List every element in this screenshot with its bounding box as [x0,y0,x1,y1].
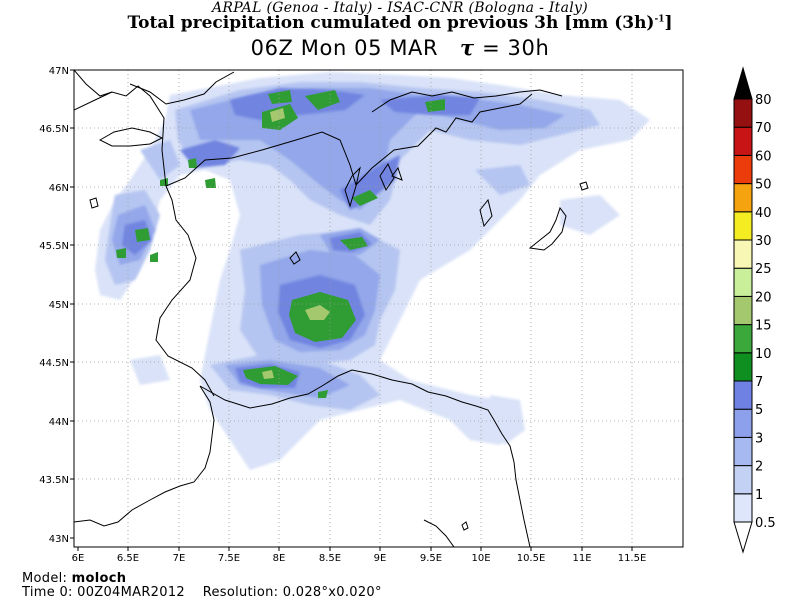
map-title: Total precipitation cumulated on previou… [0,13,800,33]
lon-label-11e: 11E [572,553,591,564]
colorbar-box-14 [733,98,753,128]
lat-label-45-5n: 45.5N [39,241,69,252]
border-switzerland [74,85,533,187]
credit-line: ARPAL (Genoa - Italy) - ISAC-CNR (Bologn… [212,0,588,16]
lake-como [379,162,403,192]
river-po [289,251,301,265]
colorbar-label-4: 5 [755,403,763,418]
model-name: moloch [71,571,127,586]
title-end: ] [664,13,673,33]
colorbar-label-0: 0.5 [755,516,776,531]
lon-label-8-5e: 8.5E [319,553,341,564]
lon-labels: 6E 6.5E 7E 7.5E 8E 8.5E 9E 9.5E 10E 10.5… [72,553,647,564]
precipitation-field [95,72,650,470]
island-capraia [461,521,469,531]
lon-label-10-5e: 10.5E [517,553,546,564]
lat-label-44n: 44N [49,417,69,428]
lon-label-8e: 8E [273,553,286,564]
corsica-tip [423,519,455,547]
colorbar-label-10: 30 [755,234,772,249]
colorbar-label-15: 80 [755,93,772,108]
colorbar-bottom-arrow [733,521,753,554]
resolution-value: 0.028°x0.020° [282,585,382,600]
colorbar-label-14: 70 [755,121,772,136]
lat-label-43n: 43N [49,534,69,545]
valid-time: 06Z Mon 05 MAR [250,36,439,60]
footer-model: Model: moloch [22,571,126,586]
colorbar-label-8: 20 [755,290,772,305]
lon-label-6-5e: 6.5E [117,553,139,564]
colorbar-top-arrow [733,66,753,100]
colorbar-box-11 [733,183,753,213]
lat-label-43-5n: 43.5N [39,475,69,486]
resolution-label: Resolution: [202,585,279,600]
lon-label-10e: 10E [471,553,490,564]
lat-label-47n: 47N [49,66,69,77]
lat-label-46n: 46N [49,183,69,194]
colorbar-box-8 [733,267,753,297]
lon-label-7-5e: 7.5E [218,553,240,564]
footer-time: Time 0: 00Z04MAR2012 Resolution: 0.028°x… [22,585,382,600]
tick-marks [70,69,633,551]
colorbar-box-2 [733,436,753,467]
coastline-france [74,385,215,527]
colorbar-box-13 [733,126,753,156]
boundaries [74,70,589,547]
valid-time-line: 06Z Mon 05 MAR τ = 30h [0,35,800,60]
lon-label-6e: 6E [72,553,85,564]
colorbar-box-3 [733,408,753,438]
lat-label-46-5n: 46.5N [39,124,69,135]
border-north [74,70,235,105]
colorbar-label-1: 1 [755,488,763,503]
lat-label-44-5n: 44.5N [39,358,69,369]
colorbar: 0.5 1 2 3 5 7 10 15 20 25 30 40 50 60 70 80 [733,66,776,554]
lon-label-9-5e: 9.5E [420,553,442,564]
time0-value: 00Z04MAR2012 [77,585,185,600]
misc-1 [89,197,99,209]
colorbar-box-4 [733,380,753,410]
colorbar-box-12 [733,154,753,185]
border-austria [371,89,563,113]
lon-label-7e: 7E [173,553,186,564]
colorbar-label-9: 25 [755,262,772,277]
colorbar-box-5 [733,352,753,382]
colorbar-label-2: 2 [755,460,763,475]
colorbar-label-6: 10 [755,347,772,362]
colorbar-label-3: 3 [755,431,763,446]
colorbar-box-0 [733,493,753,523]
plot-frame [73,69,684,548]
colorbar-label-7: 15 [755,319,772,334]
lake-geneva [98,127,164,147]
time0-label: Time 0: [22,585,73,600]
colorbar-box-10 [733,211,753,241]
lake-garda [479,198,493,228]
lon-label-9e: 9E [374,553,387,564]
colorbar-label-11: 40 [755,206,772,221]
tau-symbol: τ [460,35,475,60]
coastline-ligurian [199,369,531,547]
precip-contour-7mm [262,108,330,379]
colorbar-box-7 [733,295,753,326]
colorbar-box-9 [733,239,753,269]
colorbar-label-5: 7 [755,375,763,390]
lat-label-45n: 45N [49,300,69,311]
border-slovenia [528,206,567,251]
colorbar-label-12: 50 [755,178,772,193]
colorbar-label-13: 60 [755,149,772,164]
lat-labels: 47N 46.5N 46N 45.5N 45N 44.5N 44N 43.5N … [39,66,69,545]
lon-label-11-5e: 11.5E [618,553,647,564]
lake-maggiore [344,166,361,208]
lat-lon-grid [74,70,683,547]
title-exponent: -1 [654,14,665,25]
colorbar-box-6 [733,324,753,354]
title-text: Total precipitation cumulated on previou… [127,13,655,33]
lead-time: = 30h [482,36,550,60]
island-elba [579,181,589,191]
model-label: Model: [22,571,68,586]
colorbar-box-1 [733,465,753,495]
border-france-italy [155,185,215,397]
